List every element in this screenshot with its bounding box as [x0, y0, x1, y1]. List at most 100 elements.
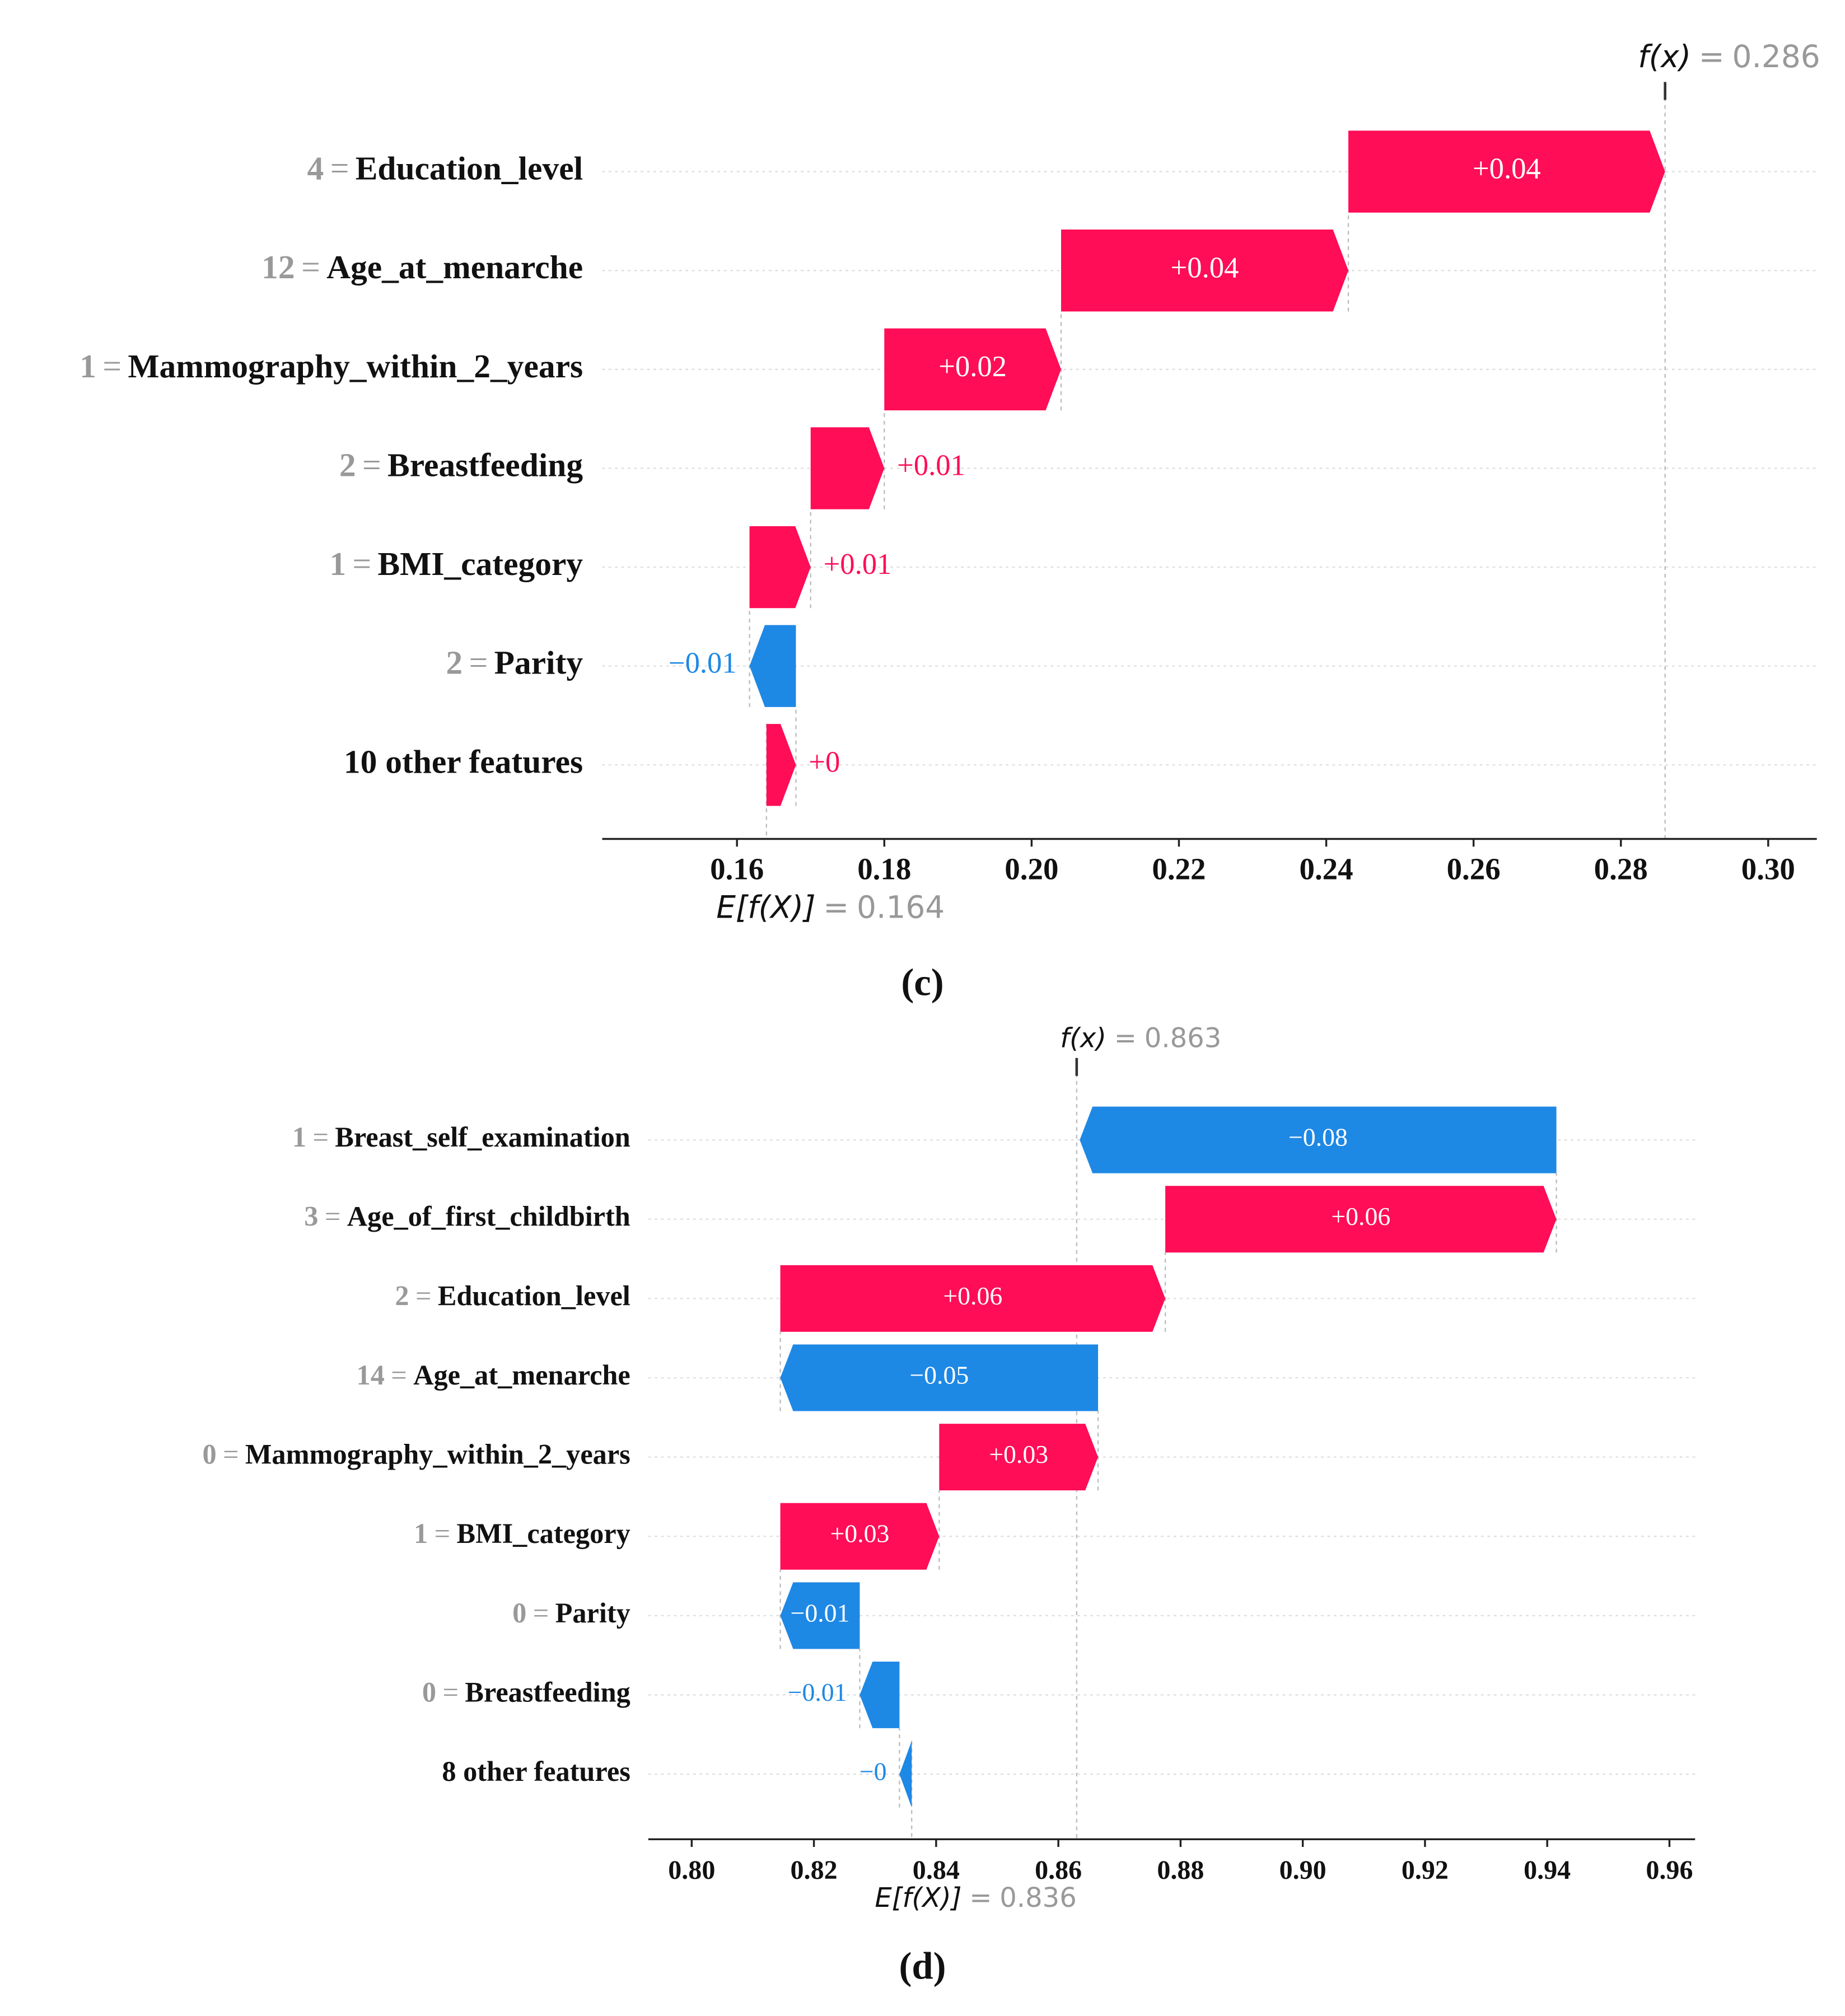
x-tick-label: 0.30 — [1741, 852, 1795, 886]
base-label: E[f(X)] = 0.164 — [716, 889, 945, 925]
x-tick-label: 0.84 — [913, 1855, 960, 1885]
feature-value: 2 — [446, 644, 463, 681]
value-label: +0.06 — [1331, 1202, 1390, 1231]
fx-name: f(x) — [1638, 39, 1691, 74]
feature-value: 0 — [202, 1438, 216, 1470]
feature-label: 1 = BMI_category — [414, 1518, 630, 1549]
value-label: +0.01 — [897, 450, 965, 482]
separator: = — [301, 249, 320, 286]
base-name: E[f(X)] — [716, 889, 815, 925]
x-tick-label: 0.92 — [1402, 1855, 1449, 1885]
x-tick-label: 0.28 — [1594, 852, 1648, 886]
x-tick-label: 0.20 — [1005, 852, 1058, 886]
feature-name: Age_of_first_childbirth — [347, 1200, 630, 1232]
separator: = — [1699, 39, 1725, 74]
feature-name: Parity — [494, 644, 583, 681]
separator: = — [325, 1200, 340, 1232]
bar — [766, 724, 796, 806]
value-label: +0.03 — [989, 1440, 1048, 1468]
feature-label: 8 other features — [442, 1756, 630, 1787]
separator: = — [435, 1518, 450, 1549]
x-tick-label: 0.80 — [668, 1855, 715, 1885]
feature-label: 2 = Parity — [446, 644, 583, 681]
separator: = — [823, 889, 849, 925]
feature-value: 2 — [395, 1280, 409, 1311]
x-tick-label: 0.16 — [710, 852, 764, 886]
feature-label: 4 = Education_level — [307, 149, 583, 186]
feature-label: 0 = Parity — [512, 1597, 630, 1628]
separator: = — [533, 1597, 549, 1628]
base-value: 0.836 — [999, 1882, 1077, 1914]
x-tick-label: 0.82 — [791, 1855, 838, 1885]
fx-value: 0.863 — [1145, 1023, 1222, 1054]
value-label: −0.01 — [669, 647, 737, 680]
feature-name: BMI_category — [377, 545, 583, 582]
separator: = — [223, 1438, 239, 1470]
value-label: +0.04 — [1171, 251, 1239, 284]
separator: = — [1114, 1023, 1137, 1054]
feature-value: 4 — [307, 149, 324, 186]
value-label: +0.04 — [1473, 153, 1541, 185]
feature-value: 0 — [512, 1597, 526, 1628]
feature-label: 2 = Breastfeeding — [339, 446, 583, 483]
fx-value: 0.286 — [1732, 39, 1820, 74]
bar — [1165, 1186, 1557, 1253]
value-label: −0.08 — [1288, 1123, 1348, 1152]
feature-name: Breastfeeding — [387, 446, 583, 483]
bar — [749, 526, 811, 609]
bar — [780, 1344, 1099, 1411]
bar — [1061, 229, 1349, 312]
feature-name: BMI_category — [456, 1518, 630, 1549]
fx-name: f(x) — [1060, 1023, 1106, 1054]
bar — [780, 1503, 940, 1570]
caption: (d) — [899, 1944, 946, 1987]
feature-value: 2 — [339, 446, 356, 483]
bar — [899, 1741, 912, 1808]
feature-value: 3 — [304, 1200, 318, 1232]
value-label: −0.01 — [788, 1678, 847, 1706]
feature-label: 2 = Education_level — [395, 1280, 630, 1311]
feature-name: Age_at_menarche — [326, 249, 583, 286]
feature-name: Education_level — [438, 1280, 630, 1311]
x-tick-label: 0.88 — [1157, 1855, 1204, 1885]
base-name: E[f(X)] — [875, 1882, 961, 1914]
feature-value: 1 — [414, 1518, 428, 1549]
feature-name: 8 other features — [442, 1756, 630, 1787]
feature-value: 1 — [329, 545, 346, 582]
feature-name: Mammography_within_2_years — [128, 347, 583, 384]
feature-label: 12 = Age_at_menarche — [261, 249, 583, 286]
separator: = — [443, 1676, 459, 1708]
value-label: +0.01 — [824, 548, 892, 581]
separator: = — [469, 644, 488, 681]
feature-name: Breast_self_examination — [335, 1121, 630, 1153]
value-label: +0.02 — [938, 350, 1007, 383]
feature-value: 1 — [80, 347, 96, 384]
feature-value: 12 — [261, 249, 295, 286]
feature-name: 10 other features — [344, 743, 583, 780]
bar — [780, 1265, 1166, 1332]
feature-label: 10 other features — [344, 743, 583, 780]
base-label: E[f(X)] = 0.836 — [875, 1882, 1076, 1914]
separator: = — [415, 1280, 431, 1311]
bar — [939, 1424, 1099, 1491]
value-label: +0 — [809, 746, 840, 778]
base-value: 0.164 — [857, 889, 945, 925]
feature-value: 14 — [357, 1359, 385, 1391]
feature-name: Parity — [555, 1597, 630, 1628]
feature-name: Education_level — [356, 149, 583, 186]
x-tick-label: 0.26 — [1447, 852, 1501, 886]
separator: = — [352, 545, 371, 582]
feature-name: Breastfeeding — [465, 1676, 630, 1708]
bar — [780, 1582, 860, 1649]
x-tick-label: 0.18 — [857, 852, 911, 886]
feature-label: 1 = Mammography_within_2_years — [80, 347, 583, 384]
feature-label: 1 = BMI_category — [329, 545, 583, 582]
fx-label: f(x) = 0.286 — [1638, 39, 1820, 74]
caption: (c) — [901, 961, 943, 1003]
fx-label: f(x) = 0.863 — [1060, 1023, 1221, 1054]
bar — [1348, 130, 1665, 213]
x-tick-label: 0.24 — [1300, 852, 1353, 886]
separator: = — [362, 446, 381, 483]
